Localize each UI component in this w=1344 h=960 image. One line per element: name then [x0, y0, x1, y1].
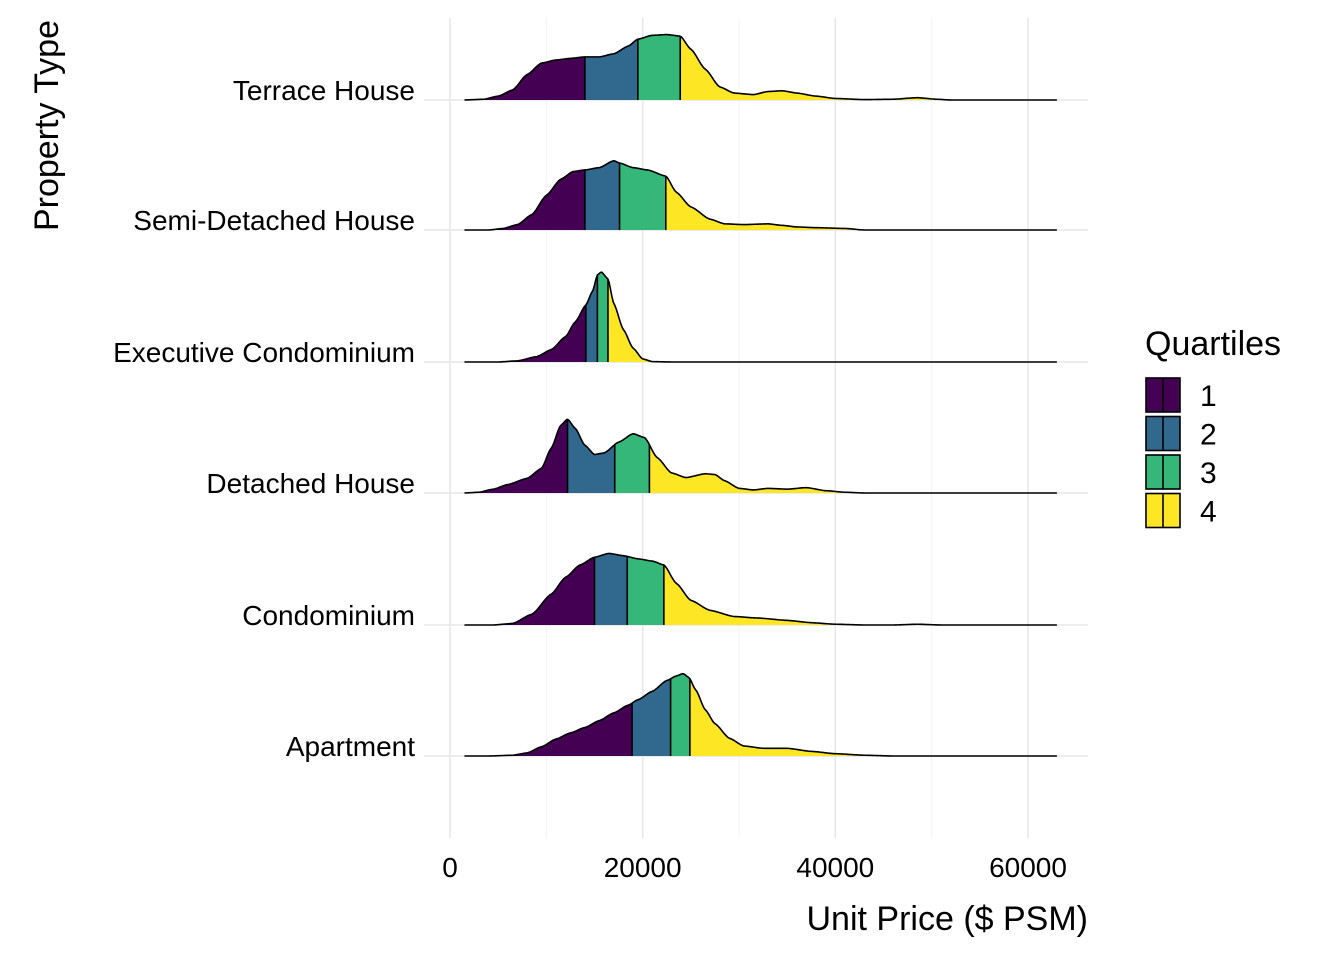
density-outline — [464, 552, 1057, 626]
quartile-2-area — [632, 678, 671, 756]
density-outline — [464, 672, 1057, 757]
quartile-2-area — [584, 160, 620, 230]
quartile-3-area — [637, 34, 681, 100]
quartile-4-area — [680, 36, 1057, 100]
quartile-3-area — [627, 556, 664, 625]
y-tick-label: Apartment — [286, 731, 415, 762]
density-outline — [464, 418, 1057, 494]
y-tick-label: Executive Condominium — [113, 337, 415, 368]
y-tick-labels: Terrace House Semi-Detached House Executiv… — [113, 75, 415, 762]
legend-entry-3: 3 — [1145, 454, 1217, 490]
y-tick-label: Terrace House — [233, 75, 415, 106]
x-tick-label: 20000 — [604, 852, 682, 883]
gridlines — [424, 18, 1088, 838]
legend: Quartiles 1 2 3 4 — [1145, 325, 1281, 529]
x-axis-title: Unit Price ($ PSM) — [807, 900, 1089, 938]
legend-label: 3 — [1200, 457, 1217, 490]
ridge-condominium — [464, 552, 1057, 626]
ridge-terrace-house — [464, 33, 1057, 101]
density-outline — [464, 160, 1057, 231]
legend-entry-4: 4 — [1145, 492, 1217, 529]
ridge-semi-detached-house — [464, 160, 1057, 231]
x-tick-labels: 0 20000 40000 60000 — [442, 852, 1067, 883]
legend-label: 4 — [1200, 496, 1217, 529]
quartile-4-area — [607, 278, 1057, 362]
legend-title: Quartiles — [1145, 325, 1281, 363]
density-outline — [464, 271, 1057, 363]
quartile-3-area — [597, 272, 608, 362]
ridge-detached-house — [464, 418, 1057, 494]
y-tick-label: Semi-Detached House — [133, 205, 415, 236]
ridges — [464, 33, 1057, 757]
legend-label: 1 — [1200, 380, 1217, 413]
quartile-4-area — [663, 564, 1057, 625]
y-tick-label: Condominium — [242, 600, 415, 631]
quartile-2-area — [585, 274, 598, 362]
x-tick-label: 40000 — [796, 852, 874, 883]
y-tick-label: Detached House — [206, 468, 415, 499]
quartile-4-area — [649, 444, 1057, 493]
quartile-2-area — [594, 553, 628, 625]
legend-entry-1: 1 — [1145, 377, 1217, 413]
quartile-4-area — [665, 176, 1057, 230]
y-axis-title: Property Type — [28, 20, 66, 231]
quartile-4-area — [689, 678, 1057, 756]
quartile-2-area — [584, 39, 638, 100]
ridge-executive-condominium — [464, 271, 1057, 363]
quartile-1-area — [464, 56, 585, 100]
x-tick-label: 0 — [442, 852, 458, 883]
quartile-1-area — [464, 419, 568, 493]
quartile-3-area — [670, 673, 690, 756]
quartile-3-area — [619, 163, 666, 230]
legend-label: 2 — [1200, 419, 1217, 452]
quartile-1-area — [464, 703, 633, 756]
quartile-1-area — [464, 557, 595, 625]
legend-items: 1 2 3 4 — [1145, 377, 1217, 529]
legend-entry-2: 2 — [1145, 415, 1217, 452]
quartile-3-area — [614, 433, 650, 493]
quartile-1-area — [464, 305, 586, 362]
quartile-2-area — [567, 419, 615, 493]
density-outline — [464, 33, 1057, 101]
quartile-1-area — [464, 169, 585, 230]
ridge-apartment — [464, 672, 1057, 757]
x-tick-label: 60000 — [989, 852, 1067, 883]
